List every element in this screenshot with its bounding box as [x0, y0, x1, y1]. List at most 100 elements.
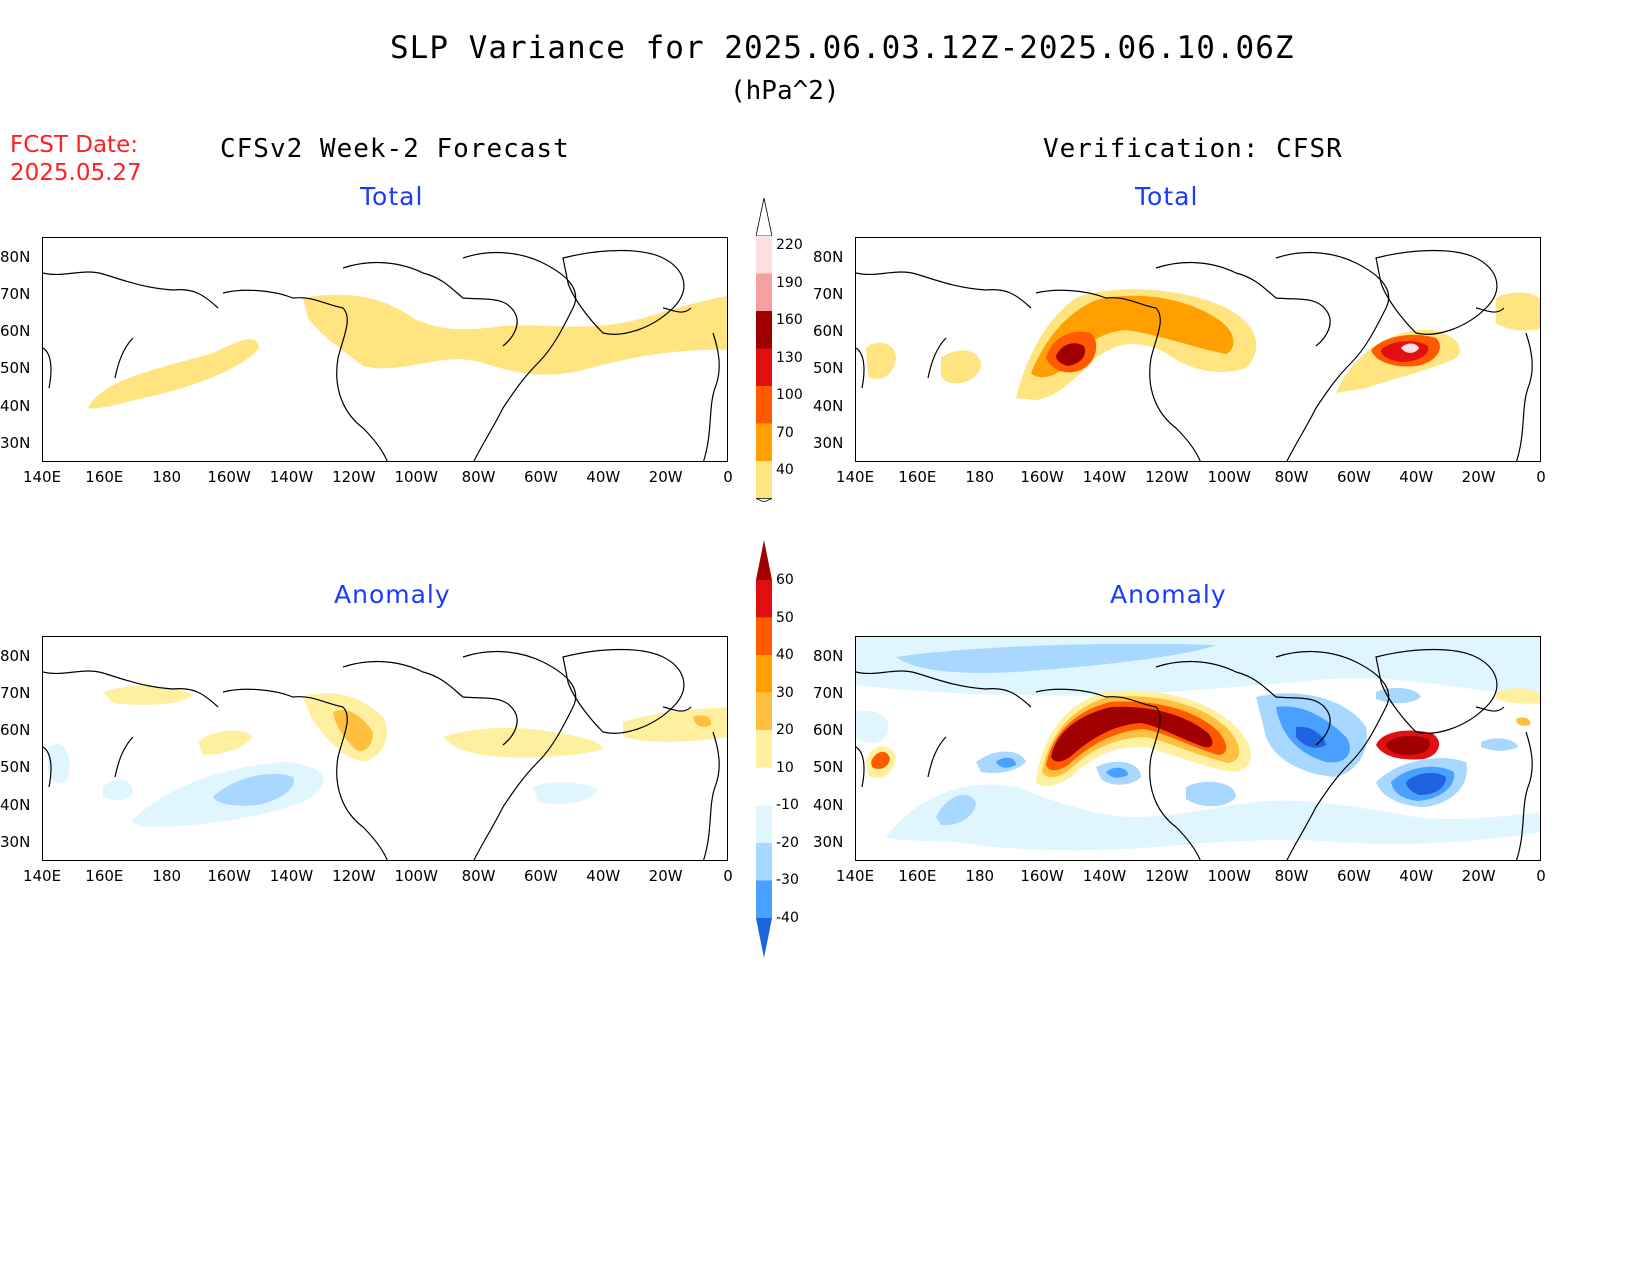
verification-anomaly-lon-label: 160E: [898, 867, 937, 885]
forecast-anomaly-lon-label: 160W: [207, 867, 251, 885]
forecast-anomaly-lon-label: 60W: [523, 867, 558, 885]
verification-total-lat-label: 30N: [813, 434, 844, 452]
colorbar-anomaly-tick-label: 40: [776, 647, 794, 664]
colorbar-total-box: [756, 423, 772, 461]
colorbar-anomaly-tick-label: 10: [776, 759, 794, 776]
forecast-total-lon-label: 140E: [22, 468, 62, 486]
colorbar-anomaly-box: [756, 842, 772, 881]
verification-anomaly-lon-label: 20W: [1461, 867, 1496, 885]
forecast-anomaly-lon-label: 80W: [461, 867, 496, 885]
verification-total-lon-label: 160E: [898, 468, 937, 486]
forecast-anomaly-subtitle: Anomaly: [334, 580, 451, 609]
verification-total-lon-label: 100W: [1207, 468, 1251, 486]
verification-anomaly-lon-label: 140E: [835, 867, 875, 885]
verification-anomaly-lon-label: 100W: [1207, 867, 1251, 885]
verification-total-lon-label: 140E: [835, 468, 875, 486]
verification-total-lon-label: 140W: [1082, 468, 1127, 486]
colorbar-total-box: [756, 386, 772, 424]
colorbar-anomaly-tick-label: 30: [776, 684, 794, 701]
verification-anomaly-lat-label: 50N: [813, 758, 844, 776]
forecast-total-lat-label: 50N: [0, 359, 31, 377]
colorbar-total: [755, 197, 773, 503]
colorbar-anomaly-box: [756, 805, 772, 843]
verification-total-lat-label: 40N: [813, 397, 844, 415]
forecast-total-lon-label: 120W: [332, 468, 376, 486]
forecast-total-subtitle: Total: [360, 182, 424, 211]
colorbar-anomaly-box: [756, 655, 772, 693]
verification-anomaly-lon-label: 80W: [1274, 867, 1309, 885]
forecast-anomaly-lon-label: 140E: [22, 867, 62, 885]
verification-total-lat-label: 60N: [813, 322, 844, 340]
verification-anomaly-lat-label: 60N: [813, 721, 844, 739]
forecast-total-lon-label: 60W: [523, 468, 558, 486]
anomaly-shading: [856, 637, 1540, 851]
colorbar-total-box: [756, 273, 772, 311]
colorbar-total-tick-label: 190: [776, 274, 803, 291]
colorbar-total-bottom-arrow: [755, 498, 773, 503]
verification-total-lon-label: 80W: [1274, 468, 1309, 486]
map-verification-anomaly: [855, 636, 1541, 861]
forecast-total-lon-label: 80W: [461, 468, 496, 486]
colorbar-total-tick-label: 160: [776, 312, 803, 328]
verification-total-lon-label: 40W: [1399, 468, 1434, 486]
colorbar-total-box: [756, 461, 772, 499]
forecast-total-lat-label: 70N: [0, 285, 31, 303]
verification-total-lon-label: 120W: [1145, 468, 1189, 486]
coastlines: [43, 648, 720, 860]
verification-anomaly-lat-label: 70N: [813, 684, 844, 702]
verification-anomaly-lat-label: 40N: [813, 796, 844, 814]
anomaly-shading: [48, 685, 727, 827]
colorbar-total-tick-label: 70: [776, 424, 794, 441]
colorbar-anomaly-tick-label: -20: [776, 834, 799, 851]
forecast-total-lat-label: 80N: [0, 248, 31, 266]
colorbar-anomaly-box: [756, 692, 772, 731]
verification-anomaly-lon-label: 140W: [1082, 867, 1127, 885]
verification-anomaly-lon-label: 0: [1536, 867, 1546, 885]
verification-total-lat-label: 50N: [813, 359, 844, 377]
colorbar-total-box: [756, 348, 772, 386]
verification-anomaly-lon-label: 40W: [1399, 867, 1434, 885]
colorbar-anomaly-box: [756, 880, 772, 918]
colorbar-total-box: [756, 311, 772, 349]
colorbar-total-box: [756, 236, 772, 274]
verification-total-lat-label: 80N: [813, 248, 844, 266]
verification-anomaly-lon-label: 180: [965, 867, 995, 885]
map-verification-total: [855, 237, 1541, 462]
forecast-anomaly-lat-label: 30N: [0, 833, 31, 851]
forecast-anomaly-lon-label: 180: [152, 867, 182, 885]
forecast-anomaly-lon-label: 100W: [394, 867, 438, 885]
forecast-total-lat-label: 40N: [0, 397, 31, 415]
colorbar-anomaly-tick-label: -30: [776, 872, 799, 889]
colorbar-anomaly-top-arrow: [756, 540, 772, 580]
forecast-total-lat-label: 60N: [0, 322, 31, 340]
verification-total-lon-label: 0: [1536, 468, 1546, 486]
colorbar-anomaly-tick-label: -40: [776, 910, 799, 926]
colorbar-anomaly-tick-label: 50: [776, 609, 794, 626]
verification-anomaly-lat-label: 30N: [813, 833, 844, 851]
forecast-anomaly-lon-label: 140W: [269, 867, 314, 885]
figure-units: (hPa^2): [730, 76, 840, 106]
forecast-anomaly-lat-label: 60N: [0, 721, 31, 739]
verification-total-subtitle: Total: [1135, 182, 1199, 211]
forecast-column-title: CFSv2 Week-2 Forecast: [220, 134, 570, 164]
verification-anomaly-lon-label: 160W: [1020, 867, 1064, 885]
forecast-anomaly-lon-label: 120W: [332, 867, 376, 885]
verification-total-lon-label: 60W: [1336, 468, 1371, 486]
variance-shading: [866, 289, 1540, 400]
verification-total-lon-label: 180: [965, 468, 995, 486]
fcst-date-label: FCST Date:: [10, 132, 138, 158]
forecast-total-lon-label: 180: [152, 468, 182, 486]
verification-anomaly-lon-label: 120W: [1145, 867, 1189, 885]
forecast-total-lon-label: 160E: [85, 468, 124, 486]
forecast-total-lon-label: 40W: [586, 468, 621, 486]
forecast-total-lon-label: 0: [723, 468, 733, 486]
verification-column-title: Verification: CFSR: [1043, 134, 1343, 164]
figure-title: SLP Variance for 2025.06.03.12Z-2025.06.…: [390, 30, 1295, 66]
forecast-anomaly-lon-label: 160E: [85, 867, 124, 885]
colorbar-total-tick-label: 100: [776, 387, 803, 403]
verification-anomaly-lat-label: 80N: [813, 647, 844, 665]
map-forecast-total: [42, 237, 728, 462]
forecast-anomaly-lon-label: 0: [723, 867, 733, 885]
fcst-date-value: 2025.05.27: [10, 160, 142, 186]
colorbar-anomaly-box: [756, 617, 772, 656]
